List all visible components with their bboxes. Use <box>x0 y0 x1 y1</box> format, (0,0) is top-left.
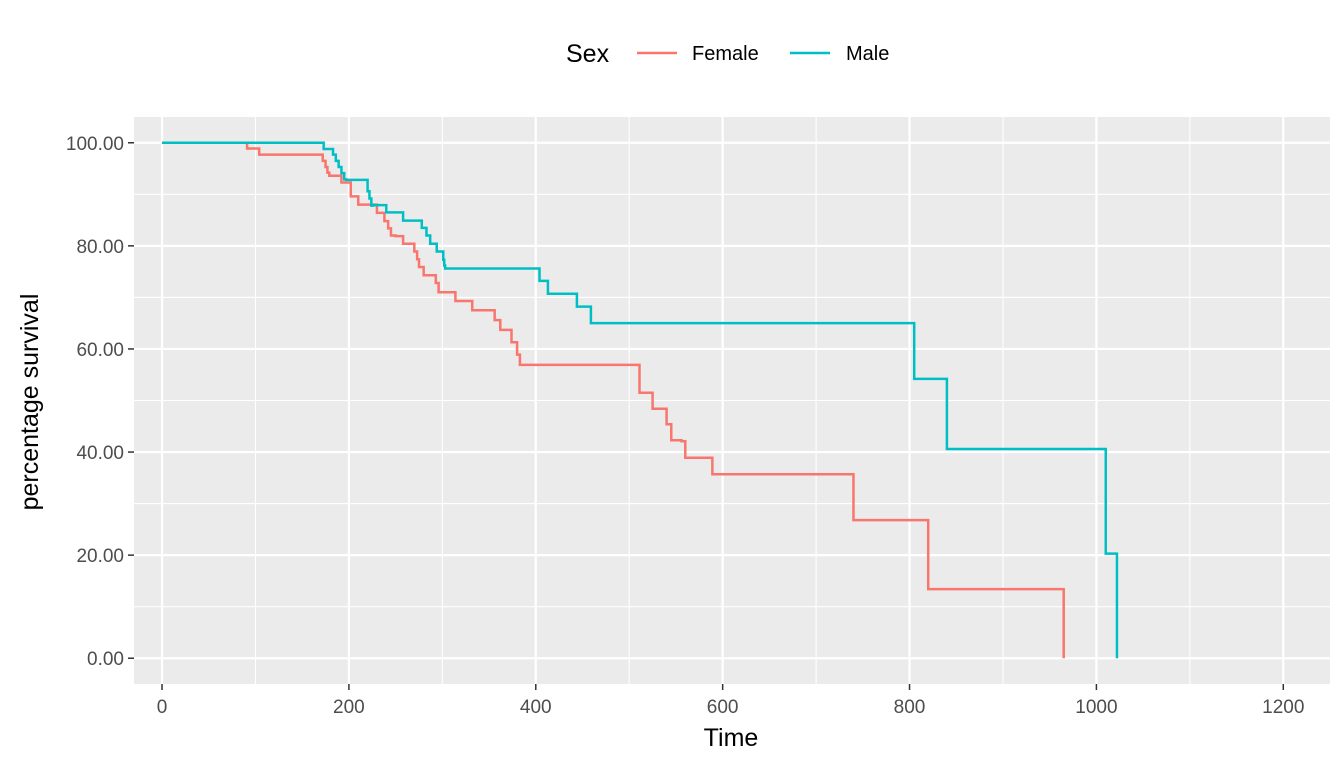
x-tick-label: 0 <box>157 697 168 718</box>
legend-label-female: Female <box>692 43 759 65</box>
minor-gridlines <box>134 117 1330 684</box>
x-axis: 0 200 400 600 800 1000 1200 <box>157 684 1304 718</box>
series-line-male <box>162 141 1119 659</box>
y-axis-title: percentage survival <box>16 294 44 511</box>
x-tick-label: 1000 <box>1075 697 1117 718</box>
legend: Sex Female Male <box>566 40 889 68</box>
series-line-female <box>162 141 1065 659</box>
legend-title: Sex <box>566 40 610 68</box>
y-tick-label: 40.00 <box>76 443 124 464</box>
series-lines <box>162 141 1119 659</box>
x-tick-label: 1200 <box>1262 697 1304 718</box>
x-tick-label: 600 <box>707 697 739 718</box>
y-tick-label: 0.00 <box>87 649 124 670</box>
x-tick-label: 800 <box>894 697 926 718</box>
x-axis-title: Time <box>704 724 759 752</box>
major-gridlines <box>134 117 1330 684</box>
y-tick-label: 80.00 <box>76 237 124 258</box>
y-axis: 0.00 20.00 40.00 60.00 80.00 100.00 <box>66 134 134 670</box>
y-tick-label: 100.00 <box>66 134 124 155</box>
y-tick-label: 60.00 <box>76 340 124 361</box>
y-tick-label: 20.00 <box>76 546 124 567</box>
x-tick-label: 400 <box>520 697 552 718</box>
x-tick-label: 200 <box>333 697 365 718</box>
legend-label-male: Male <box>846 43 889 65</box>
